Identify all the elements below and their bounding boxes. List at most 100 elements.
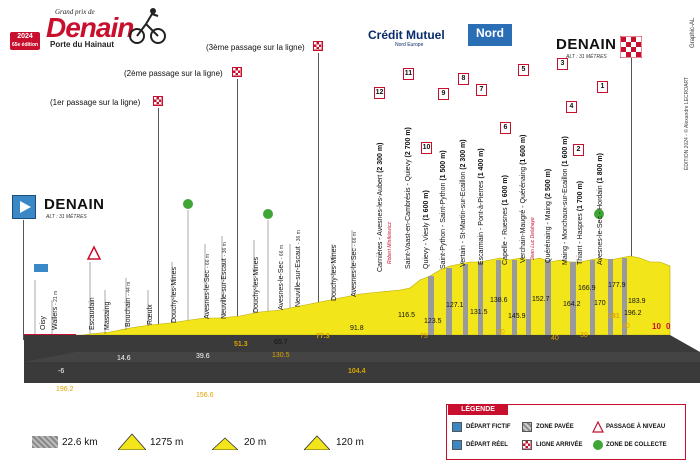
village-label: Oisy bbox=[40, 316, 47, 330]
passage-label-3: (3ème passage sur la ligne) bbox=[206, 43, 305, 52]
village-label: Neuville-sur-Escaut - 36 m bbox=[221, 242, 228, 319]
ravito-marker-icon bbox=[34, 264, 48, 272]
legend-start-real-icon bbox=[452, 440, 462, 450]
village-label: Avesnes-le-Sec - 66 m bbox=[278, 244, 285, 310]
village-label: Douchy-les-Mines bbox=[253, 256, 260, 313]
level-crossing-icon bbox=[86, 245, 102, 260]
feed-zone-icons bbox=[183, 199, 604, 219]
climb-big-icon bbox=[304, 435, 330, 450]
sector-number-3: 3 bbox=[557, 58, 568, 70]
legend-item: DÉPART FICTIF bbox=[466, 424, 511, 430]
sector-label-2: Thiant - Haspres (1 700 m) bbox=[577, 180, 584, 265]
km-remaining: 40 bbox=[551, 335, 559, 342]
village-label: Avesnes-le-Sec - 66 m bbox=[204, 253, 211, 319]
km-mark: 0 bbox=[666, 322, 671, 331]
km-mark: 164.2 bbox=[563, 301, 581, 308]
legend-pave-icon bbox=[522, 422, 532, 432]
copyright-credit: ÉDITION 2024 - © Alexandre LECROART bbox=[684, 76, 690, 170]
village-label: Bouchain - 44 m bbox=[125, 281, 132, 327]
logo-year-badge: 2024 65e édition bbox=[10, 32, 40, 50]
village-label: Douchy-les-Mines bbox=[331, 244, 338, 301]
sector-label-10: Quievy - Viesly (1 600 m) bbox=[423, 190, 430, 269]
km-mark: 196.2 bbox=[624, 310, 642, 317]
km-mark: 170 bbox=[594, 300, 606, 307]
waypoint-ticks bbox=[34, 210, 353, 334]
logo-name: Denain bbox=[46, 12, 134, 43]
stat-pave-km: 22.6 km bbox=[62, 437, 98, 448]
sponsor-nord: Nord bbox=[468, 24, 512, 42]
legend-item: PASSAGE À NIVEAU bbox=[606, 424, 666, 430]
logo-grand-prix-text: Grand prix de bbox=[55, 8, 95, 16]
sponsor-nord-band bbox=[468, 42, 512, 46]
km-mark: 10 bbox=[652, 322, 661, 331]
sector-label-4: Quérénaing - Maing (2 500 m) bbox=[545, 168, 552, 263]
start-altitude: ALT : 31 MÈTRES bbox=[46, 214, 87, 220]
sector-number-8: 8 bbox=[458, 73, 469, 85]
start-line-marker bbox=[23, 220, 24, 340]
sector-number-9: 9 bbox=[438, 88, 449, 100]
sector-number-5: 5 bbox=[518, 64, 529, 76]
passage-line-1 bbox=[158, 108, 159, 326]
km-mark: 51.3 bbox=[234, 341, 248, 348]
village-label: Rœulx bbox=[147, 304, 154, 325]
passage-line-2 bbox=[237, 79, 238, 323]
sector-number-12: 12 bbox=[374, 87, 385, 99]
axis-bar bbox=[24, 335, 700, 383]
event-logo: Grand prix de Denain Porte du Hainaut 20… bbox=[10, 6, 166, 58]
village-label: Escaudain bbox=[89, 297, 96, 330]
legend-finish-icon bbox=[522, 440, 532, 450]
legend-panel bbox=[446, 404, 686, 460]
km-mark: 123.5 bbox=[424, 318, 442, 325]
sector-label-7: Escarmain - Pont-à-Pierres (1 400 m) bbox=[478, 148, 485, 265]
logo-year: 2024 bbox=[17, 33, 33, 40]
sector-number-2: 2 bbox=[573, 144, 584, 156]
km-remaining: 156.6 bbox=[196, 392, 214, 399]
start-city: DENAIN bbox=[44, 196, 105, 213]
legend-title: LÉGENDE bbox=[448, 404, 508, 415]
km-mark: 116.5 bbox=[398, 312, 415, 319]
village-label: Wallers - 21 m bbox=[52, 290, 59, 330]
sector-number-11: 11 bbox=[403, 68, 414, 80]
sector-number-10: 10 bbox=[421, 142, 432, 154]
km-mark: 127.1 bbox=[446, 302, 464, 309]
sector-number-7: 7 bbox=[476, 84, 487, 96]
sector-label-5: Verchain-Maugré - Quérénaing (1 600 m) bbox=[520, 134, 527, 263]
passage-flag-2-icon bbox=[232, 67, 242, 77]
village-label: Avesnes-le-Sec - 66 m bbox=[351, 231, 358, 297]
stat-climb-total: 1275 m bbox=[150, 437, 184, 448]
km-mark: 152.7 bbox=[532, 296, 550, 303]
stat-climb-small: 20 m bbox=[244, 437, 267, 448]
village-label: Neuville-sur-Escaut - 36 m bbox=[295, 230, 302, 307]
profile-fill bbox=[75, 255, 671, 337]
sector-number-1: 1 bbox=[597, 81, 608, 93]
km-mark: 91.8 bbox=[350, 325, 364, 332]
legend-item: LIGNE ARRIVÉE bbox=[536, 442, 583, 448]
km-mark: -6 bbox=[58, 368, 65, 375]
sector-label-11: Saint-Vaast-en-Cambrésis - Quievy (2 700… bbox=[405, 127, 412, 269]
pave-sectors bbox=[428, 258, 627, 335]
km-remaining: 181 bbox=[608, 313, 620, 320]
stat-climb-big: 120 m bbox=[336, 437, 364, 448]
passage-label-2: (2ème passage sur la ligne) bbox=[124, 69, 223, 78]
km-mark: 39.6 bbox=[196, 353, 210, 360]
sector-label-9: Saint-Python - Saint-Python (1 500 m) bbox=[440, 150, 447, 269]
legend-item: DÉPART RÉEL bbox=[466, 442, 508, 448]
km-mark: 138.6 bbox=[490, 297, 508, 304]
sector-label-1: Avesnes-le-Sec - Hordain (1 800 m) bbox=[597, 153, 604, 265]
km-remaining: 75 bbox=[420, 333, 428, 340]
km-mark: 77.3 bbox=[316, 333, 330, 340]
legend-item: ZONE DE COLLECTE bbox=[606, 442, 667, 448]
km-mark: 65.7 bbox=[274, 339, 288, 346]
km-mark: 183.9 bbox=[628, 298, 646, 305]
legend-level-crossing-icon bbox=[592, 421, 604, 433]
km-remaining: 130.5 bbox=[272, 352, 290, 359]
sector-label-6: Capelle - Ruesnes (1 600 m) bbox=[502, 175, 509, 265]
km-remaining: 196.2 bbox=[56, 386, 74, 393]
km-remaining: 20 bbox=[622, 323, 630, 330]
km-remaining: 50 bbox=[497, 329, 505, 336]
passage-label-1: (1er passage sur la ligne) bbox=[50, 98, 141, 107]
km-mark: 14.6 bbox=[117, 355, 131, 362]
finish-altitude: ALT : 31 MÈTRES bbox=[566, 54, 607, 60]
passage-line-3 bbox=[318, 53, 319, 321]
passage-flag-1-icon bbox=[153, 96, 163, 106]
